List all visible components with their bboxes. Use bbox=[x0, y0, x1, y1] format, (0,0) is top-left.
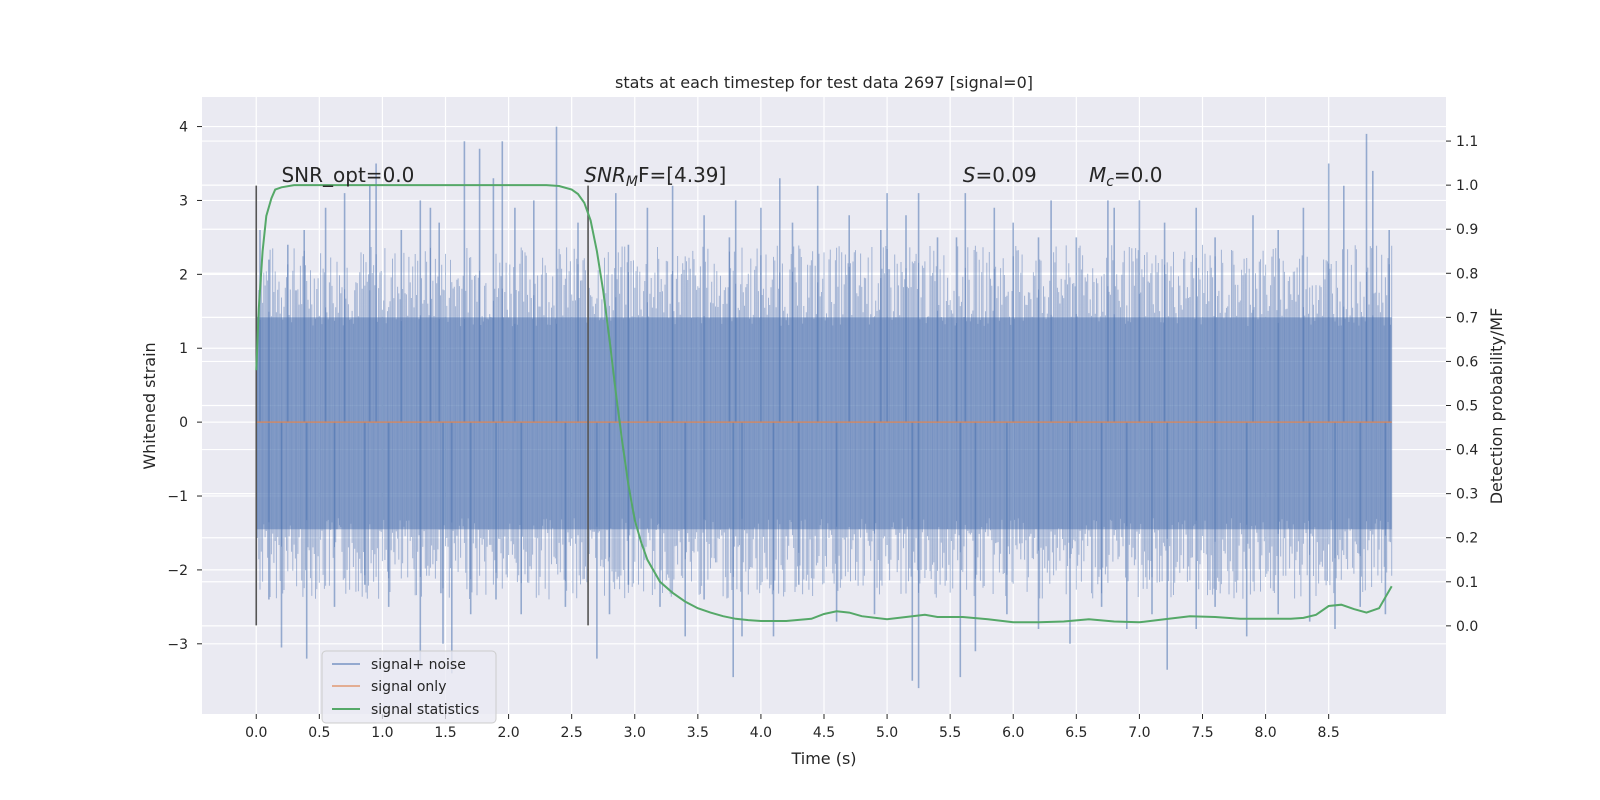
annotations: SNR_opt=0.0 SNRMF=[4.39] S=0.09 Mc=0.0 bbox=[281, 163, 1162, 190]
annotation-symbol: S bbox=[963, 163, 976, 187]
x-tick-label: 8.0 bbox=[1254, 725, 1276, 741]
x-tick-label: 7.0 bbox=[1128, 725, 1150, 741]
x-tick-label: 4.0 bbox=[750, 725, 772, 741]
stat-annotation: S=0.09 bbox=[963, 163, 1037, 187]
right-y-tick-label: 0.9 bbox=[1456, 222, 1478, 238]
x-tick-label: 6.5 bbox=[1065, 725, 1087, 741]
right-y-tick-label: 0.0 bbox=[1456, 619, 1478, 635]
left-y-axis-label: Whitened strain bbox=[140, 342, 159, 469]
annotation-subscript: M bbox=[626, 174, 638, 190]
signal-noise-series bbox=[255, 126, 1393, 689]
right-y-tick-label: 1.1 bbox=[1456, 134, 1478, 150]
right-y-tick-label: 0.6 bbox=[1456, 354, 1478, 370]
x-tick-label: 6.0 bbox=[1002, 725, 1024, 741]
left-y-tick-label: 2 bbox=[179, 267, 188, 283]
right-y-tick-label: 0.4 bbox=[1456, 443, 1478, 459]
annotation-symbol: SNR_opt=0.0 bbox=[281, 163, 414, 187]
x-tick-label: 3.0 bbox=[624, 725, 646, 741]
right-y-tick-label: 0.7 bbox=[1456, 310, 1478, 326]
legend-entry-signal-noise: signal+ noise bbox=[371, 657, 466, 673]
annotation-symbol: M bbox=[1089, 163, 1106, 187]
left-y-tick-label: 4 bbox=[179, 120, 188, 136]
x-tick-label: 2.5 bbox=[561, 725, 583, 741]
right-y-axis-ticks: 1.1 1.0 0.9 0.8 0.7 0.6 0.5 0.4 0.3 0.2 0.1 0.0 bbox=[1446, 134, 1478, 635]
stat-annotation: SNRMF=[4.39] bbox=[584, 163, 726, 190]
left-y-tick-label: −2 bbox=[167, 563, 188, 579]
signal-statistics-series bbox=[255, 184, 1393, 624]
left-y-axis-ticks: 4 3 2 1 0 −1 −2 −3 bbox=[167, 120, 202, 653]
annotation-value: F=[4.39] bbox=[638, 163, 726, 187]
legend: signal+ noise signal only signal statist… bbox=[321, 650, 497, 724]
x-tick-label: 1.5 bbox=[434, 725, 456, 741]
x-tick-label: 7.5 bbox=[1191, 725, 1213, 741]
legend-box bbox=[321, 650, 497, 724]
right-y-tick-label: 0.2 bbox=[1456, 531, 1478, 547]
right-y-tick-label: 0.3 bbox=[1456, 487, 1478, 503]
x-tick-label: 4.5 bbox=[813, 725, 835, 741]
right-y-tick-label: 1.0 bbox=[1456, 178, 1478, 194]
right-y-tick-label: 0.5 bbox=[1456, 399, 1478, 415]
annotation-subscript: c bbox=[1106, 174, 1114, 190]
left-y-tick-label: −3 bbox=[167, 637, 188, 653]
x-axis-ticks: 0.0 0.5 1.0 1.5 2.0 2.5 3.0 3.5 4.0 4.5 5.0 5.5 6.0 6… bbox=[245, 714, 1340, 741]
noise-band bbox=[256, 317, 1392, 530]
left-y-tick-label: 3 bbox=[179, 193, 188, 209]
annotation-value: =0.09 bbox=[975, 163, 1036, 187]
annotation-symbol: SNR bbox=[584, 163, 626, 187]
right-y-tick-label: 0.8 bbox=[1456, 266, 1478, 282]
annotation-value: =0.0 bbox=[1114, 163, 1163, 187]
chart-title: stats at each timestep for test data 269… bbox=[615, 73, 1033, 92]
x-tick-label: 3.5 bbox=[687, 725, 709, 741]
left-y-tick-label: −1 bbox=[167, 489, 188, 505]
left-y-tick-label: 0 bbox=[179, 415, 188, 431]
vertical-markers bbox=[255, 185, 589, 626]
x-tick-label: 5.5 bbox=[939, 725, 961, 741]
x-tick-label: 5.0 bbox=[876, 725, 898, 741]
right-y-axis-label: Detection probability/MF bbox=[1487, 308, 1506, 505]
signal-statistics-line bbox=[255, 184, 1393, 624]
stat-annotation: Mc=0.0 bbox=[1089, 163, 1163, 190]
legend-entry-signal-statistics: signal statistics bbox=[371, 702, 479, 718]
legend-entry-signal-only: signal only bbox=[371, 679, 446, 695]
x-tick-label: 0.0 bbox=[245, 725, 267, 741]
x-axis-label: Time (s) bbox=[790, 749, 856, 768]
x-tick-label: 1.0 bbox=[371, 725, 393, 741]
noise-spikes bbox=[259, 126, 1390, 689]
x-tick-label: 2.0 bbox=[497, 725, 519, 741]
x-tick-label: 8.5 bbox=[1318, 725, 1340, 741]
stat-annotation: SNR_opt=0.0 bbox=[281, 163, 414, 187]
right-y-tick-label: 0.1 bbox=[1456, 575, 1478, 591]
x-tick-label: 0.5 bbox=[308, 725, 330, 741]
left-y-tick-label: 1 bbox=[179, 341, 188, 357]
